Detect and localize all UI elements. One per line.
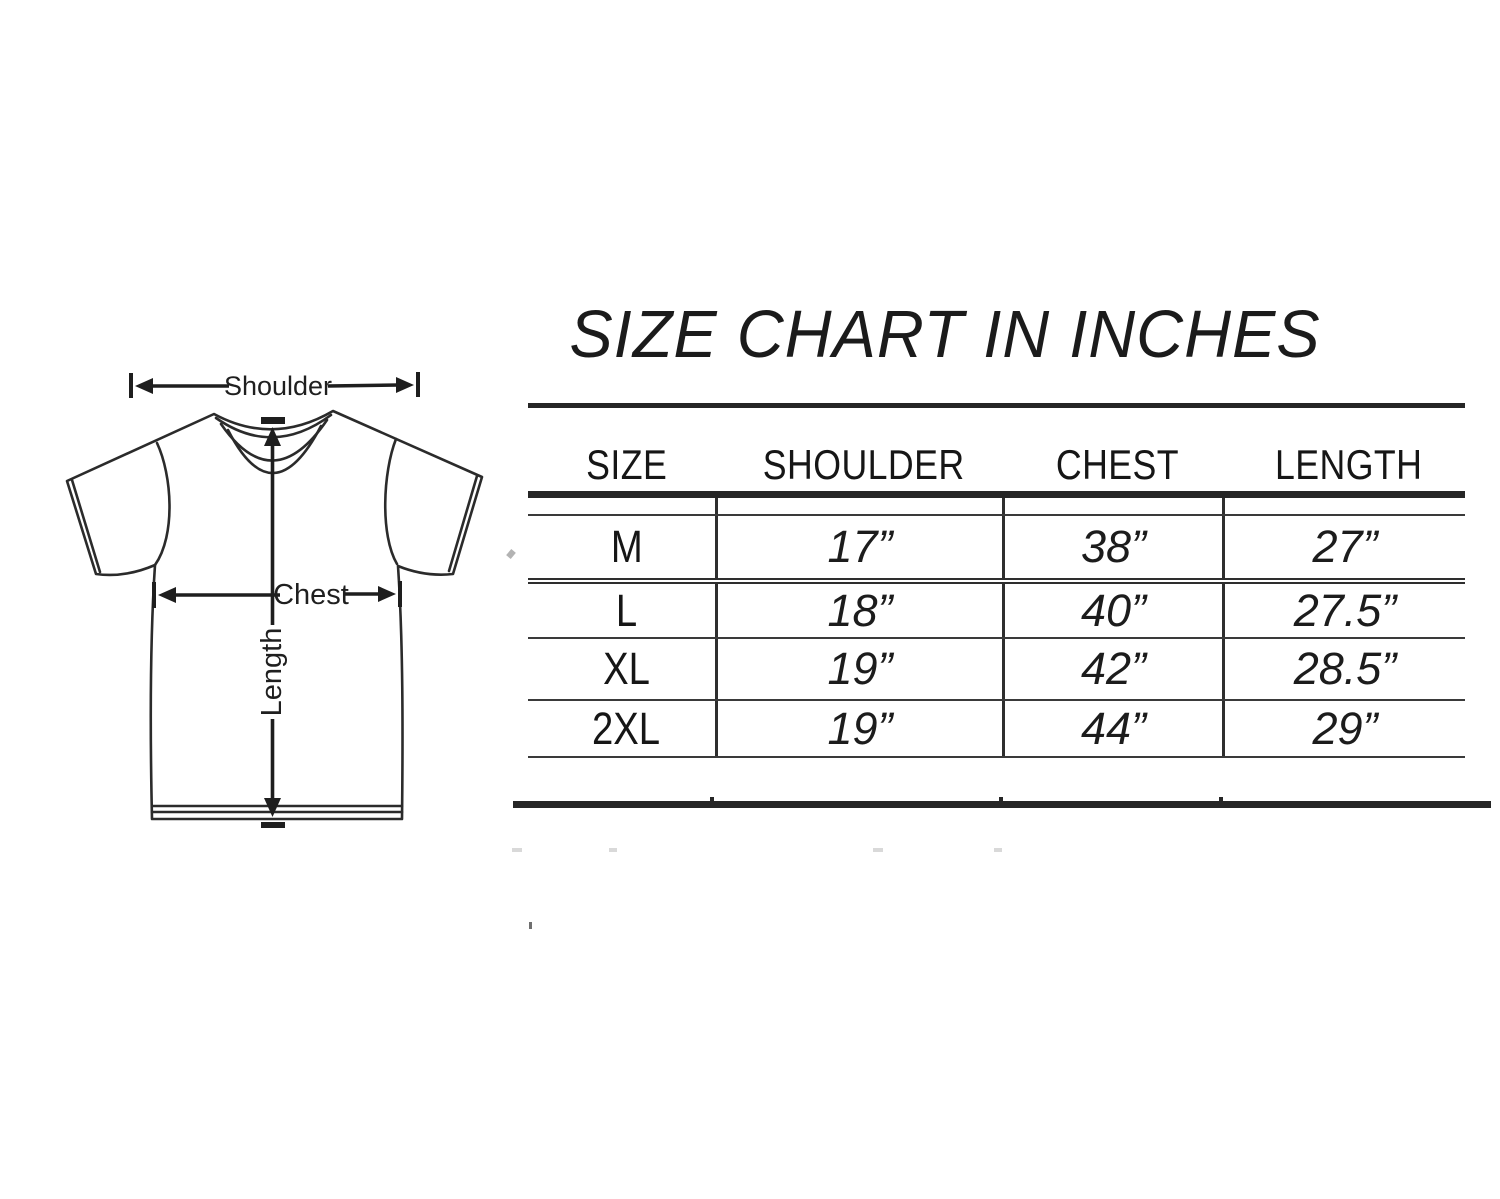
table-spacer-row: [528, 498, 1465, 516]
divider-tick: [999, 797, 1003, 808]
scan-smudge: [512, 848, 522, 852]
shoulder-dimension-label: Shoulder: [224, 371, 332, 401]
length-value-cell: 28.5”: [1222, 639, 1465, 699]
size-cell: XL: [603, 643, 650, 694]
size-table: SIZE SHOULDER CHEST LENGTH M 17” 38” 27”…: [528, 403, 1465, 758]
chest-value-cell: 40”: [1002, 584, 1222, 637]
divider-tick: [710, 797, 714, 808]
chest-value-cell: 42”: [1002, 639, 1222, 699]
chest-dimension-arrow: Chest: [152, 579, 402, 611]
scan-smudge: [873, 848, 883, 852]
header-cell-shoulder: SHOULDER: [762, 440, 965, 488]
table-row-xl: XL 19” 42” 28.5”: [528, 639, 1465, 701]
size-cell: 2XL: [592, 702, 661, 754]
chest-value-cell: 38”: [1002, 516, 1222, 578]
shoulder-value-cell: 19”: [715, 701, 1002, 756]
shoulder-value-cell: 18”: [715, 584, 1002, 637]
length-value-cell: 29”: [1222, 701, 1465, 756]
shoulder-dimension-arrow: Shoulder: [129, 371, 420, 401]
tshirt-outline: [65, 409, 484, 821]
table-header-row: SIZE SHOULDER CHEST LENGTH: [528, 408, 1465, 498]
chest-value-cell: 44”: [1002, 701, 1222, 756]
scan-speck: [529, 922, 532, 929]
table-row-l: L 18” 40” 27.5”: [528, 584, 1465, 639]
shoulder-value-cell: 17”: [715, 516, 1002, 578]
scan-smudge: [994, 848, 1002, 852]
size-cell: M: [610, 521, 643, 572]
length-dimension-arrow: Length: [256, 417, 288, 828]
length-value-cell: 27.5”: [1222, 584, 1465, 637]
shoulder-value-cell: 19”: [715, 639, 1002, 699]
table-row-m: M 17” 38” 27”: [528, 516, 1465, 584]
page-title: SIZE CHART IN INCHES: [569, 297, 1321, 372]
header-cell-length: LENGTH: [1274, 440, 1423, 488]
header-cell-size: SIZE: [585, 440, 668, 488]
scan-smudge: [609, 848, 617, 852]
chest-dimension-label: Chest: [273, 579, 349, 611]
table-row-2xl: 2XL 19” 44” 29”: [528, 701, 1465, 758]
length-value-cell: 27”: [1222, 516, 1465, 578]
divider-tick: [1219, 797, 1223, 808]
size-cell: L: [615, 584, 638, 636]
scan-speck: [506, 549, 516, 559]
length-dimension-label: Length: [256, 628, 288, 717]
header-cell-chest: CHEST: [1055, 440, 1179, 488]
